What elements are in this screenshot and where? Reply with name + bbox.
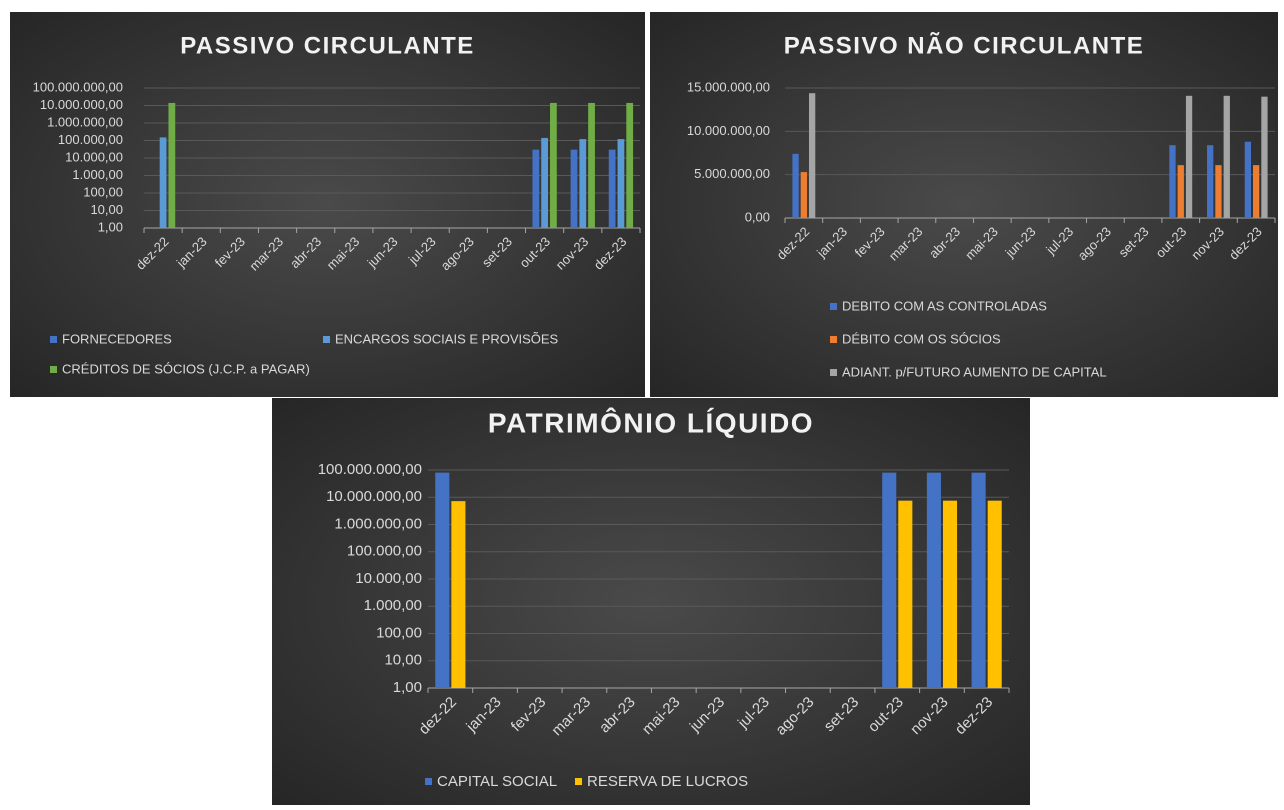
y-tick-label: 0,00 [745,209,770,224]
bar [541,137,549,228]
bar [926,472,941,688]
y-tick-label: 100.000,00 [347,543,422,560]
y-tick-label: 10,00 [90,202,123,217]
y-tick-label: 100.000.000,00 [318,461,422,478]
legend-swatch [50,366,57,373]
y-tick-label: 10.000,00 [355,570,422,587]
bar [608,149,616,228]
bar [971,472,986,688]
y-tick-label: 10.000.000,00 [40,97,123,112]
y-tick-label: 100.000,00 [58,132,123,147]
legend-label: CAPITAL SOCIAL [437,773,557,790]
legend-label: ENCARGOS SOCIAIS E PROVISÕES [335,331,559,346]
bar [808,93,816,218]
bar [1261,96,1268,218]
y-tick-label: 100.000.000,00 [33,79,123,94]
y-tick-label: 100,00 [83,184,123,199]
bar [588,102,595,228]
y-tick-label: 5.000.000,00 [694,166,770,181]
legend-label: FORNECEDORES [62,331,172,346]
bar [1253,165,1260,218]
bar [800,172,807,218]
bar [159,137,167,228]
y-tick-label: 1,00 [393,679,422,696]
bar [168,102,176,228]
bar [1177,165,1184,218]
bar [1244,141,1252,218]
bar [1215,165,1222,218]
bar [898,500,913,688]
legend-swatch [830,303,837,310]
bar [792,153,799,218]
bar [1169,145,1176,218]
bar [532,149,540,228]
legend-swatch [575,778,582,785]
bar [1223,95,1230,218]
legend-swatch [830,336,837,343]
y-tick-label: 1,00 [98,219,123,234]
chart-title: PASSIVO NÃO CIRCULANTE [784,31,1145,59]
y-tick-label: 1.000.000,00 [334,515,422,532]
y-tick-label: 15.000.000,00 [687,79,770,94]
bar [626,102,634,228]
bar [435,472,450,688]
legend-label: CRÉDITOS DE SÓCIOS (J.C.P. a PAGAR) [62,361,310,376]
y-tick-label: 10.000,00 [65,149,123,164]
chart-title: PASSIVO CIRCULANTE [180,32,475,59]
bar [570,149,578,228]
y-tick-label: 1.000,00 [364,597,422,614]
y-tick-label: 100,00 [376,624,422,641]
bar [1185,95,1193,218]
bar [942,500,958,688]
legend-swatch [830,369,837,376]
y-tick-label: 10.000.000,00 [326,488,422,505]
y-tick-label: 1.000,00 [72,167,123,182]
y-tick-label: 10,00 [384,652,422,669]
bar [617,139,625,228]
legend-swatch [50,336,57,343]
bar [451,501,466,688]
bar [987,500,1002,688]
legend-label: DEBITO COM AS CONTROLADAS [842,298,1047,313]
y-tick-label: 1.000.000,00 [47,114,123,129]
bar [550,102,557,228]
chart-title: PATRIMÔNIO LÍQUIDO [488,406,814,438]
legend-label: RESERVA DE LUCROS [587,773,748,790]
bar [579,139,587,228]
legend-swatch [425,778,432,785]
bar [1207,145,1214,218]
legend-label: ADIANT. p/FUTURO AUMENTO DE CAPITAL [842,364,1107,379]
y-tick-label: 10.000.000,00 [687,123,770,138]
bar [882,472,897,688]
legend-label: DÉBITO COM OS SÓCIOS [842,331,1001,346]
legend-swatch [323,336,330,343]
